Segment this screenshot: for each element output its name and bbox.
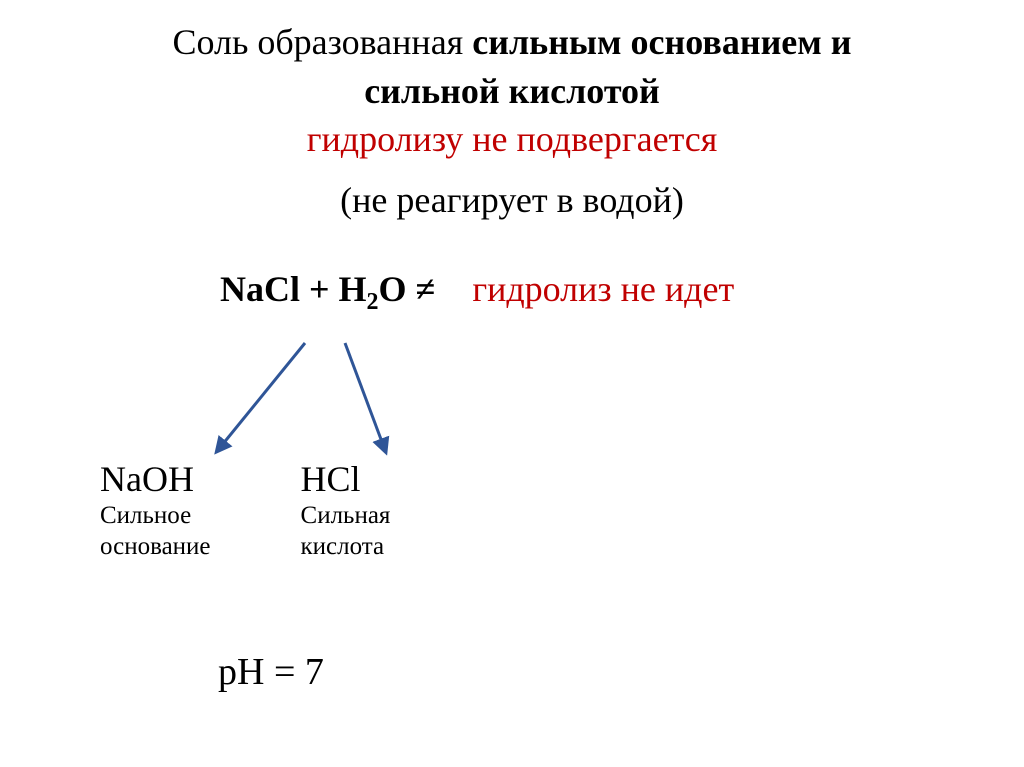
branch-arrows [210, 335, 510, 465]
branch-labels: NaOH Сильное основание HCl Сильная кисло… [100, 458, 390, 562]
slide: Соль образованная сильным основанием и с… [0, 0, 1024, 767]
title-line-4: (не реагирует в водой) [40, 176, 984, 225]
title-line-1: Соль образованная сильным основанием и [40, 18, 984, 67]
arrow-left [218, 343, 305, 450]
title-block: Соль образованная сильным основанием и с… [40, 18, 984, 224]
branch-right-formula: HCl [301, 458, 391, 500]
ph-value: рН = 7 [218, 650, 324, 694]
eq-water-o: O [379, 269, 407, 309]
branch-right: HCl Сильная кислота [301, 458, 391, 562]
branch-right-desc2: кислота [301, 533, 391, 562]
title-line1-prefix: Соль образованная [172, 22, 472, 62]
eq-water-sub: 2 [367, 290, 379, 316]
branch-left-desc2: основание [100, 533, 211, 562]
no-hydrolysis-label: гидролиз не идет [472, 269, 734, 309]
equation-row: NaCl + H2O ≠ гидролиз не идет [40, 268, 984, 316]
eq-neq: ≠ [407, 269, 436, 309]
title-line-3: гидролизу не подвергается [40, 115, 984, 164]
branch-left-desc1: Сильное [100, 502, 211, 531]
equation: NaCl + H2O ≠ [220, 269, 444, 309]
eq-plus: + [300, 269, 339, 309]
title-line-2: сильной кислотой [40, 67, 984, 116]
title-line1-bold: сильным основанием и [472, 22, 851, 62]
eq-salt: NaCl [220, 269, 300, 309]
eq-water-h: H [339, 269, 367, 309]
arrow-right [345, 343, 385, 450]
branch-left: NaOH Сильное основание [100, 458, 211, 562]
branch-right-desc1: Сильная [301, 502, 391, 531]
branch-left-formula: NaOH [100, 458, 211, 500]
